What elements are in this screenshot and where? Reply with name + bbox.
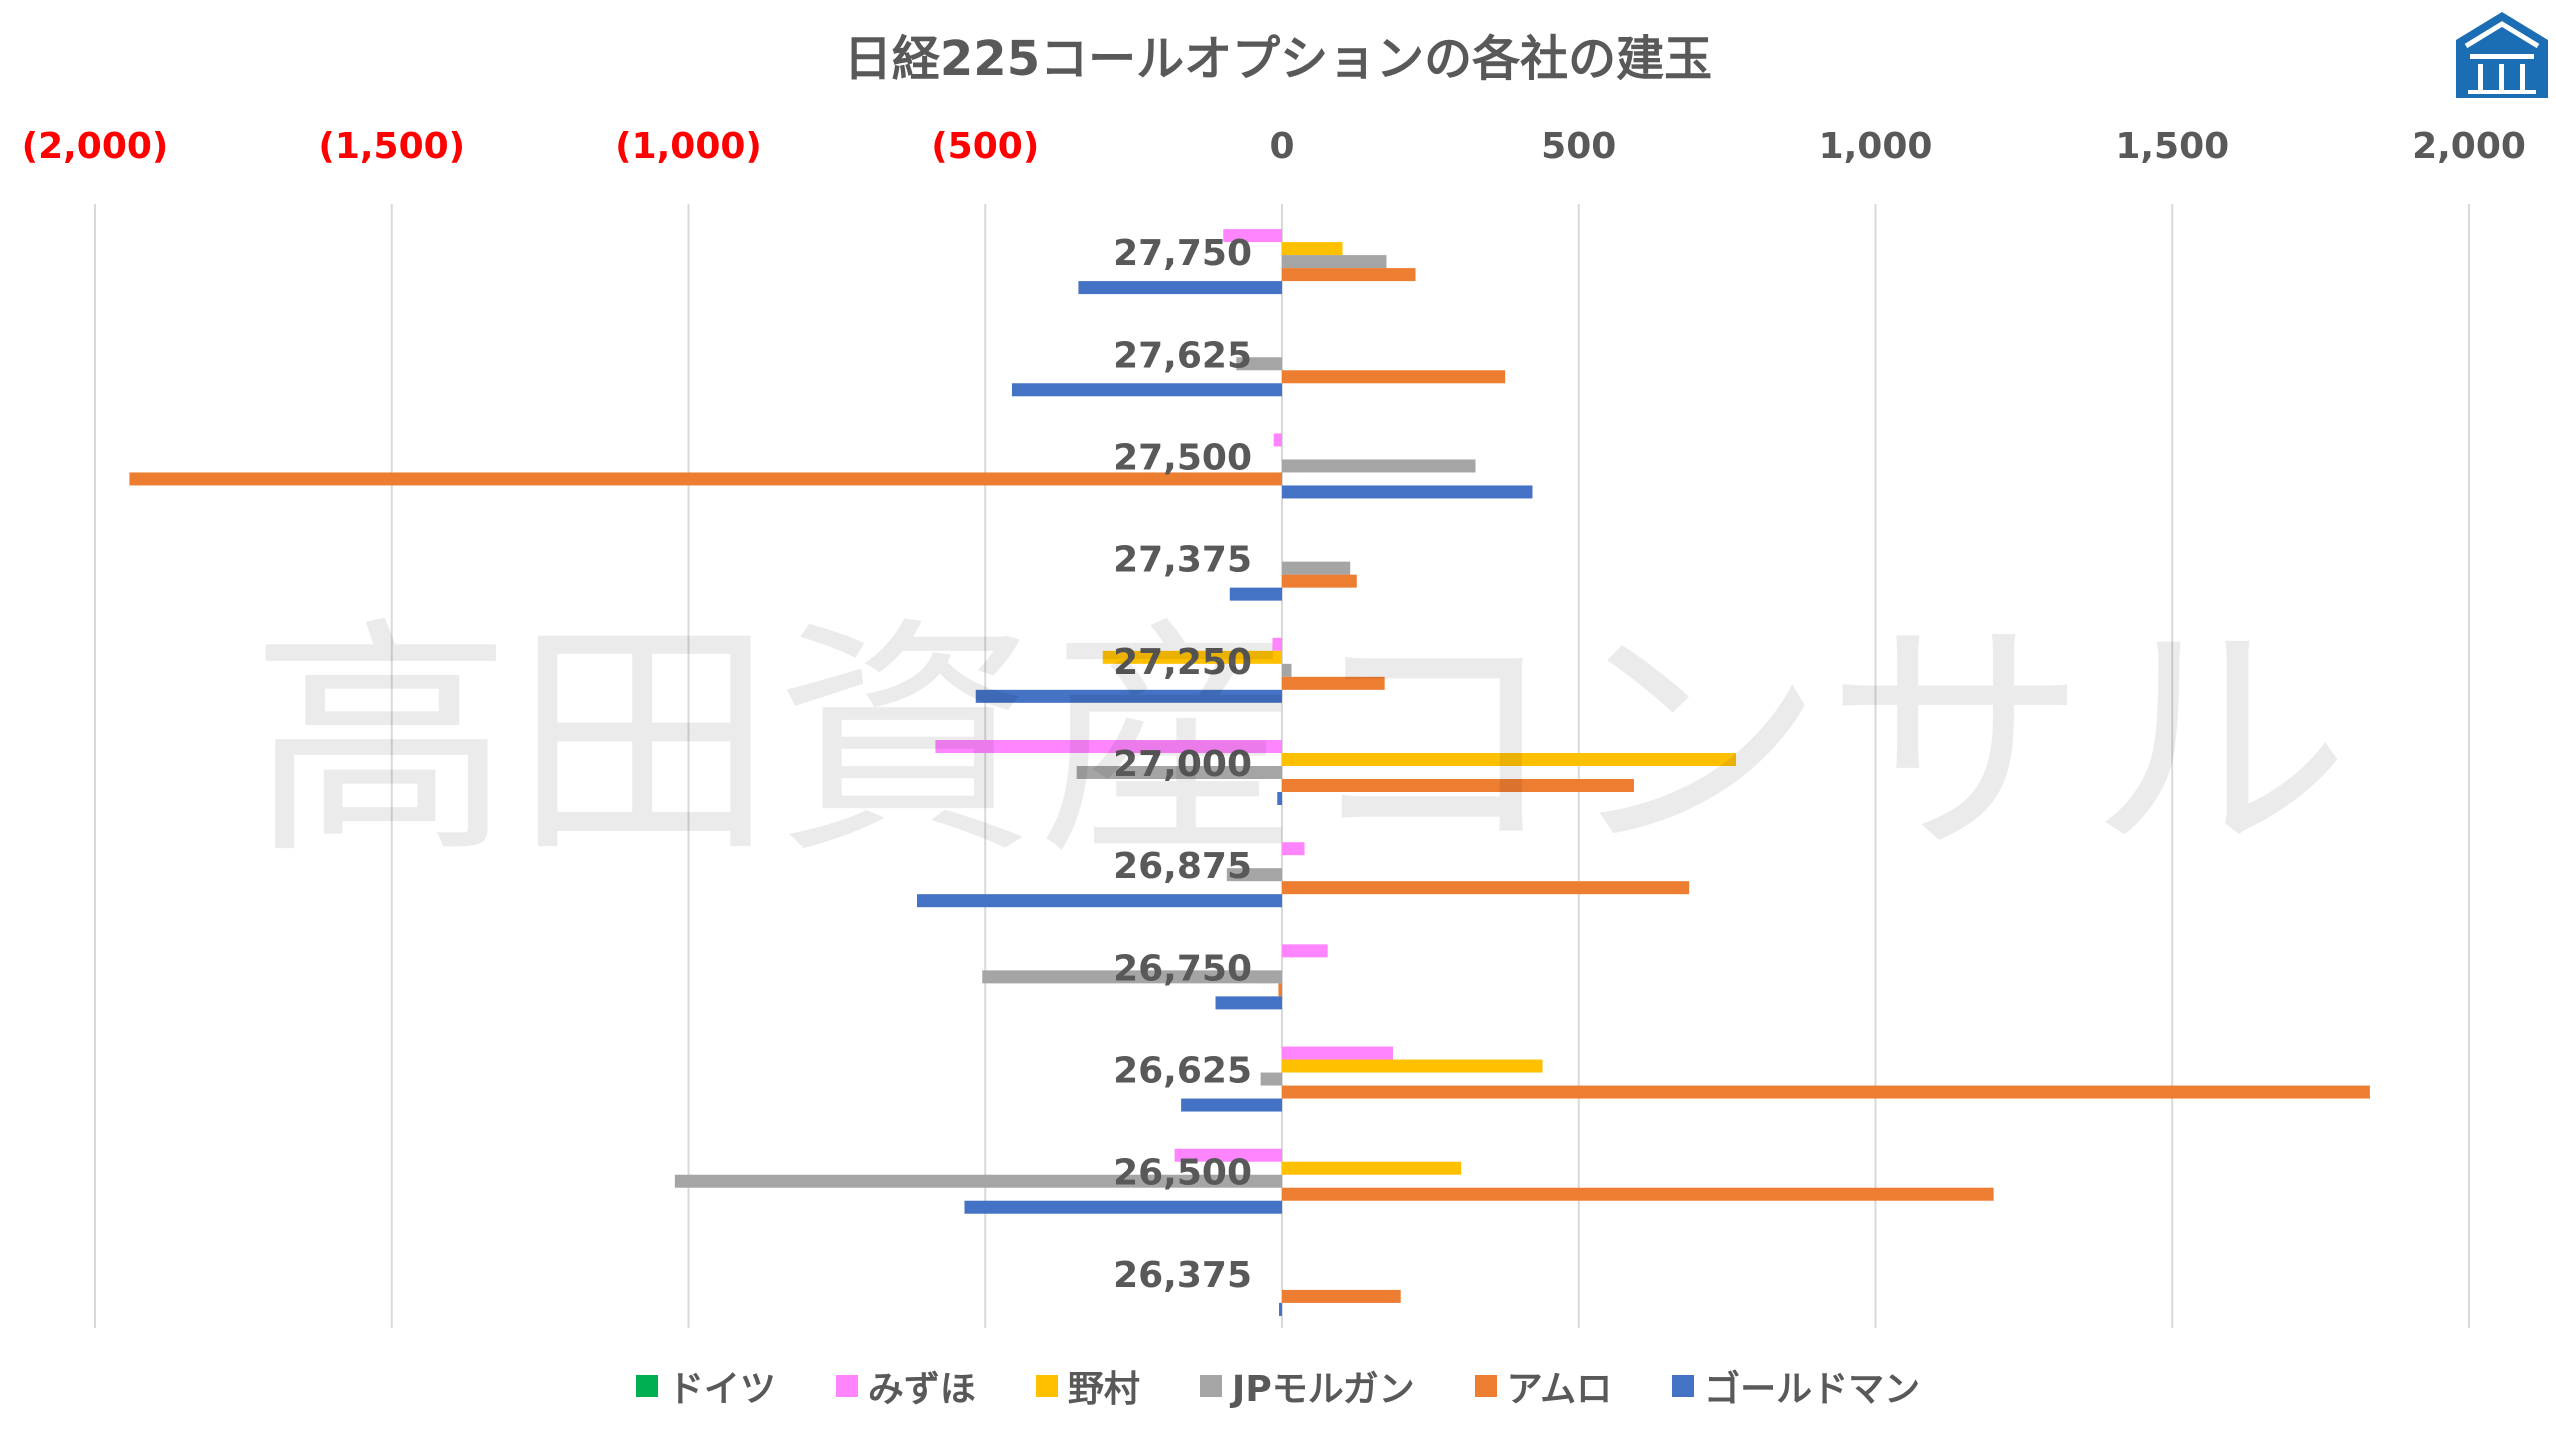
watermark: 高田資産コンサル	[250, 596, 2350, 887]
bar-JPモルガン-27,000	[1076, 766, 1282, 779]
bar-アムロ-27,375	[1282, 574, 1357, 588]
legend-item: アムロ	[1474, 1360, 1613, 1412]
legend-label: みずほ	[867, 1369, 976, 1410]
legend-label: ドイツ	[667, 1369, 776, 1410]
x-tick-label: (1,500)	[318, 126, 465, 167]
category-label: 27,000	[1113, 744, 1252, 785]
category-labels: 27,750 27,625 27,500 27,375 27,250 27,000 26,8…	[1113, 233, 1252, 1296]
bar-アムロ-27,000	[1282, 779, 1634, 792]
legend-label: ゴールドマン	[1704, 1369, 1921, 1410]
category-label: 27,250	[1113, 642, 1252, 683]
legend-label: アムロ	[1506, 1369, 1613, 1410]
bar-ゴールドマン-27,000	[1277, 792, 1282, 805]
legend-label: JPモルガン	[1231, 1369, 1415, 1410]
legend-swatch	[1199, 1375, 1222, 1397]
bar-ゴールドマン-26,875	[916, 894, 1282, 908]
bar-野村-27,250	[1102, 650, 1282, 664]
bar-アムロ-26,750	[1278, 983, 1282, 997]
legend-item: ゴールドマン	[1672, 1360, 1920, 1412]
bar-ゴールドマン-27,750	[1078, 281, 1282, 295]
x-tick-label: (2,000)	[22, 126, 169, 167]
legend-swatch	[1672, 1375, 1695, 1397]
legend-swatch	[1474, 1375, 1497, 1397]
legend-swatch	[1035, 1375, 1058, 1397]
category-label: 27,500	[1113, 437, 1252, 478]
category-label: 26,750	[1113, 948, 1252, 989]
category-label: 27,750	[1113, 233, 1252, 274]
bar-JPモルガン-27,750	[1282, 255, 1387, 269]
bar-JPモルガン-26,625	[1260, 1072, 1282, 1086]
bar-ゴールドマン-27,625	[1011, 383, 1282, 397]
category-label: 27,375	[1113, 540, 1252, 581]
bar-野村-27,000	[1282, 753, 1737, 766]
bar-みずほ-26,500	[1174, 1148, 1282, 1162]
bar-アムロ-27,625	[1282, 370, 1506, 384]
bar-アムロ-26,500	[1282, 1187, 1994, 1201]
category-label: 26,500	[1113, 1153, 1252, 1194]
bar-野村-26,500	[1282, 1161, 1462, 1175]
legend-item: ドイツ	[635, 1360, 776, 1412]
category-label: 26,375	[1113, 1255, 1252, 1296]
bar-アムロ-26,875	[1282, 881, 1690, 895]
legend-item: 野村	[1035, 1360, 1140, 1412]
legend-item: JPモルガン	[1199, 1360, 1415, 1412]
x-tick-label: 0	[1269, 126, 1294, 167]
legend-swatch	[835, 1375, 858, 1397]
x-tick-label: 1,500	[2115, 126, 2229, 167]
bar-みずほ-27,750	[1223, 229, 1282, 243]
x-axis-tick-labels: (2,000) (1,500) (1,000) (500) 0 500 1,000 1,500…	[22, 126, 2526, 167]
bar-JPモルガン-27,250	[1282, 663, 1292, 677]
bar-ゴールドマン-27,500	[1282, 485, 1533, 499]
bar-野村-26,625	[1282, 1059, 1543, 1073]
bar-ゴールドマン-26,625	[1181, 1098, 1282, 1112]
x-tick-label: (500)	[931, 126, 1039, 167]
bar-みずほ-27,500	[1273, 433, 1282, 447]
legend-swatch	[635, 1375, 658, 1397]
bar-JPモルガン-26,750	[982, 970, 1282, 984]
bar-JPモルガン-27,625	[1236, 357, 1282, 371]
bar-JPモルガン-26,500	[674, 1174, 1282, 1188]
legend-label: 野村	[1067, 1369, 1140, 1410]
bar-JPモルガン-26,875	[1226, 868, 1282, 882]
bar-みずほ-26,875	[1282, 842, 1305, 856]
company-logo-icon	[2456, 12, 2548, 98]
bar-アムロ-26,625	[1282, 1085, 2370, 1099]
bar-ゴールドマン-27,375	[1229, 587, 1282, 601]
x-tick-label: (1,000)	[615, 126, 762, 167]
bar-アムロ-27,250	[1282, 676, 1385, 690]
x-tick-label: 1,000	[1819, 126, 1933, 167]
bars	[129, 229, 2370, 1316]
bar-JPモルガン-27,375	[1282, 561, 1351, 575]
chart-legend: ドイツ みずほ 野村 JPモルガン アムロ ゴールドマン	[0, 1358, 2556, 1414]
category-label: 26,625	[1113, 1051, 1252, 1092]
chart-title: 日経225コールオプションの各社の建玉	[844, 31, 1712, 87]
bar-アムロ-27,750	[1282, 268, 1416, 282]
bar-みずほ-26,750	[1282, 944, 1328, 958]
bar-アムロ-26,375	[1282, 1289, 1401, 1303]
bar-みずほ-27,250	[1272, 637, 1282, 651]
category-label: 26,875	[1113, 846, 1252, 887]
category-label: 27,625	[1113, 335, 1252, 376]
bar-ゴールドマン-27,250	[975, 689, 1282, 703]
legend-item: みずほ	[835, 1360, 976, 1412]
bar-ゴールドマン-26,750	[1215, 996, 1282, 1010]
bar-野村-27,750	[1282, 242, 1343, 256]
bar-みずほ-27,000	[935, 740, 1282, 753]
bar-アムロ-27,500	[129, 472, 1283, 486]
bar-JPモルガン-27,500	[1282, 459, 1476, 473]
bar-ゴールドマン-26,375	[1279, 1302, 1282, 1316]
x-tick-label: 500	[1541, 126, 1616, 167]
bar-ゴールドマン-26,500	[964, 1200, 1282, 1214]
x-tick-label: 2,000	[2412, 126, 2526, 167]
bar-みずほ-26,625	[1282, 1046, 1393, 1060]
